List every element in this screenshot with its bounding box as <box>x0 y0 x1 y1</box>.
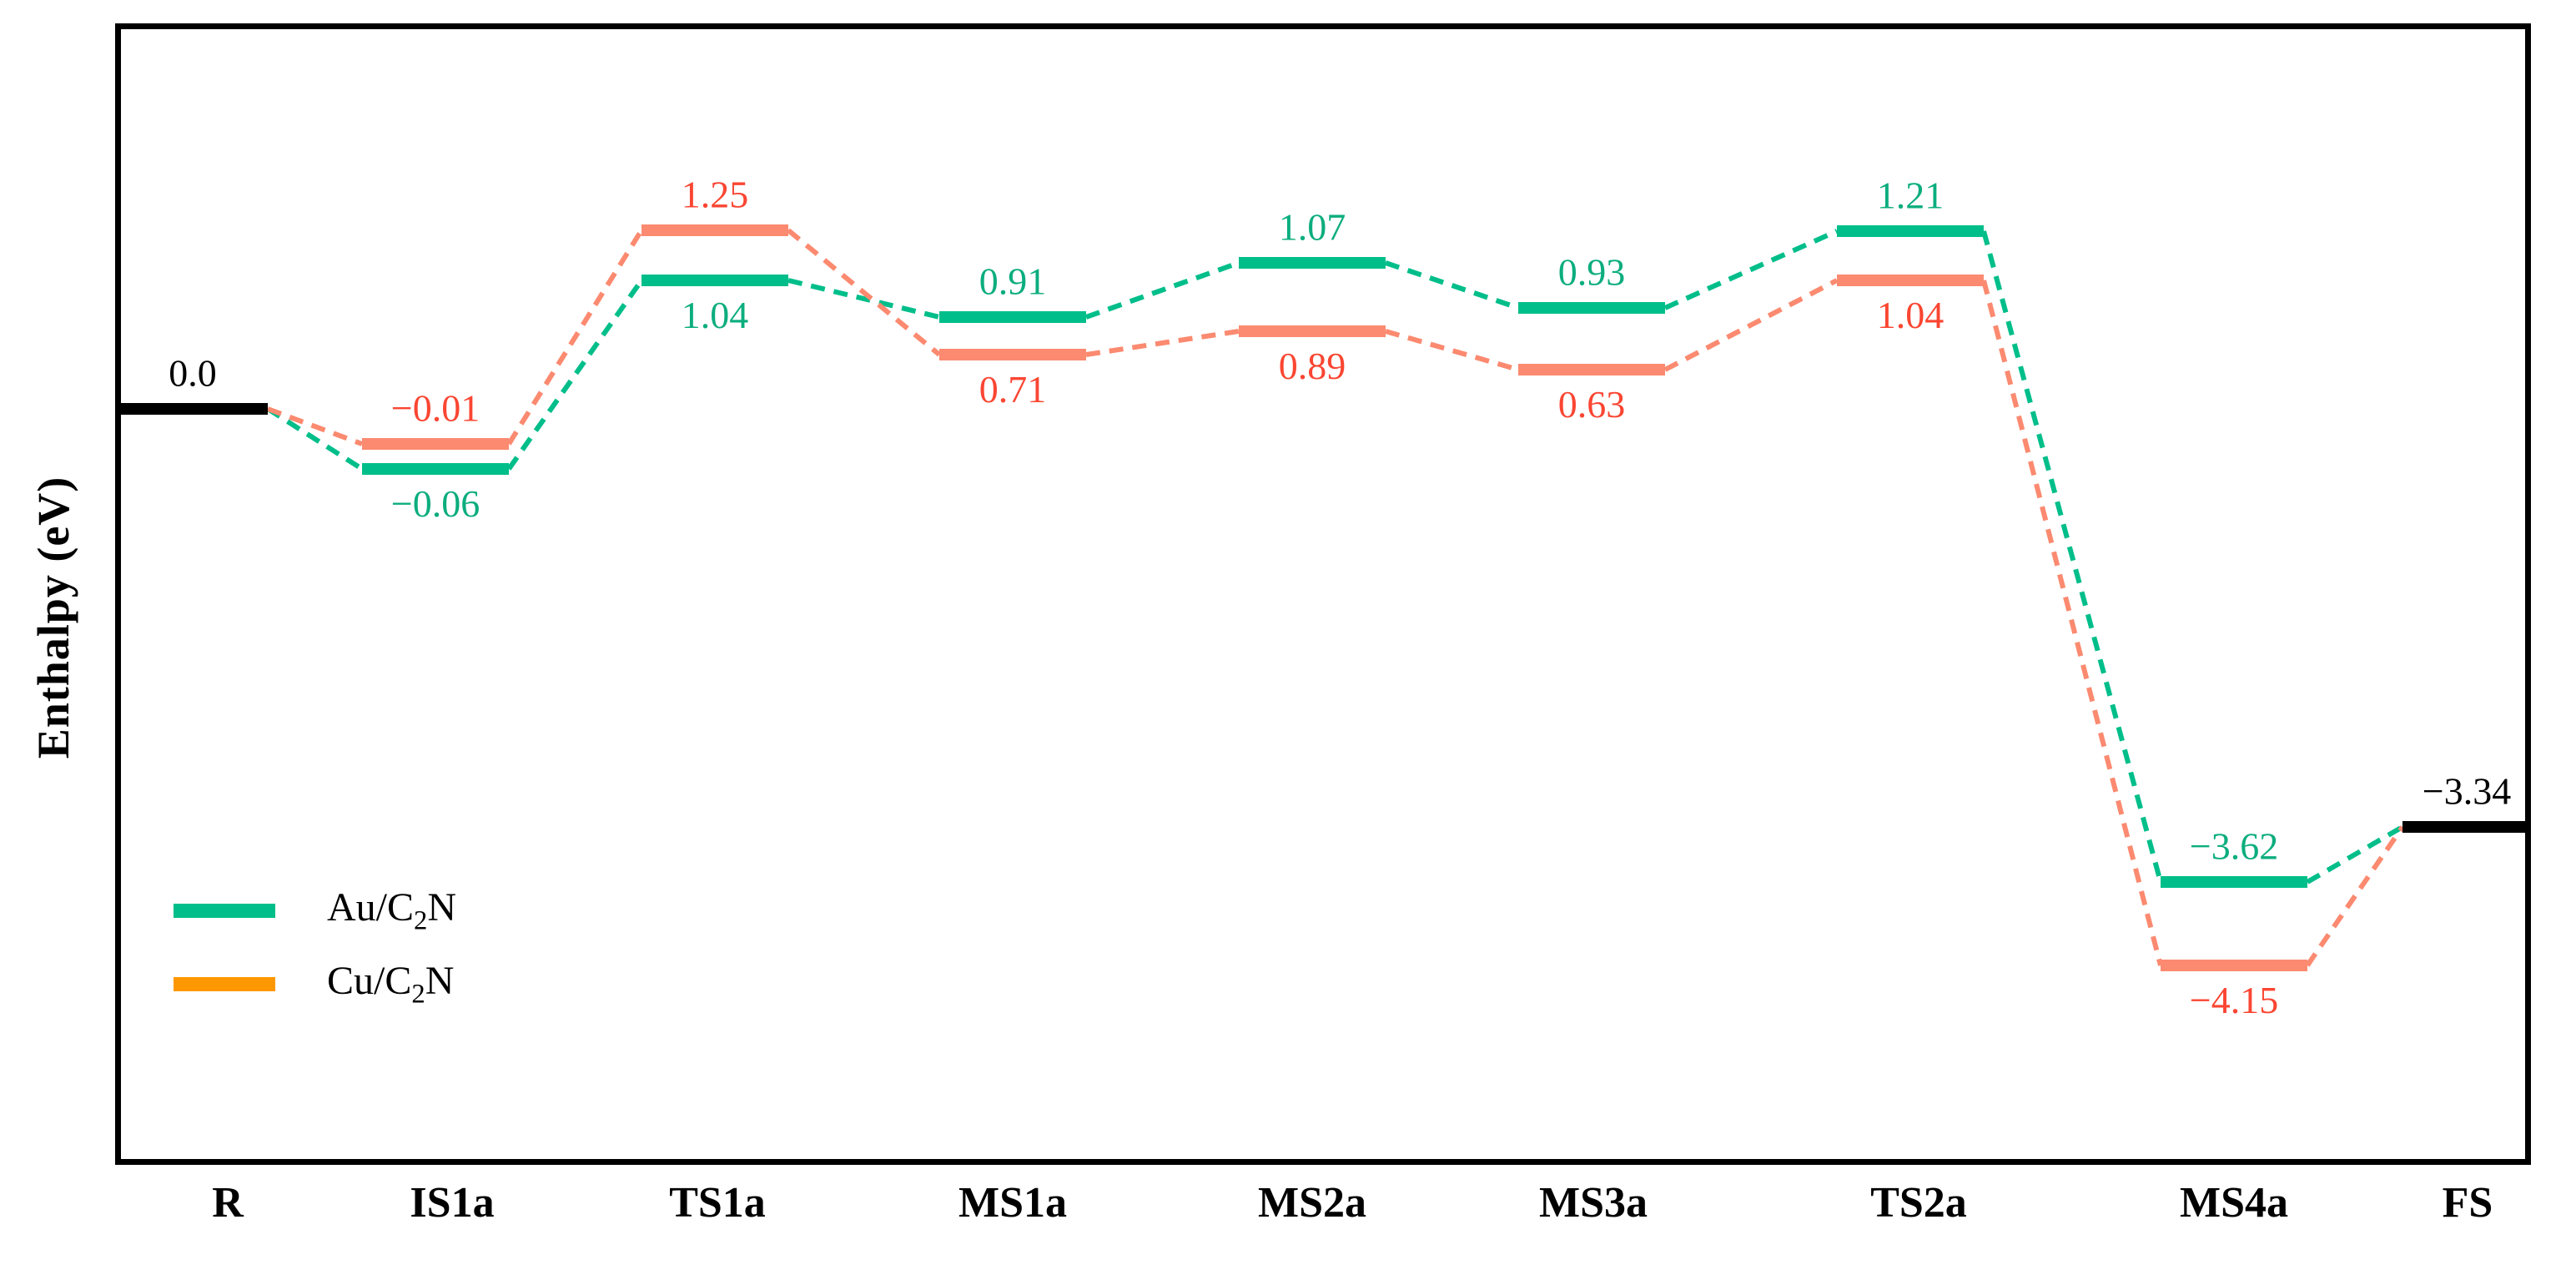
value-label-cu-TS2a: 1.04 <box>1876 294 1945 336</box>
connector-au-MS1a-MS2a <box>1084 260 1240 320</box>
value-label-R: 0.0 <box>169 351 217 395</box>
legend-label-au: Au/C2N <box>327 884 456 936</box>
value-label-au-TS1a: 1.04 <box>681 294 749 336</box>
x-tick-label-FS: FS <box>2442 1179 2493 1227</box>
x-tick-label-TS2a: TS2a <box>1870 1179 1967 1227</box>
connector-au-IS1a-TS1a <box>506 279 644 471</box>
connector-cu-IS1a-TS1a <box>506 229 644 446</box>
level-au-IS1a <box>362 463 509 475</box>
legend-swatch-au <box>174 903 275 918</box>
legend-label-cu: Cu/C2N <box>327 958 455 1010</box>
level-cu-MS3a <box>1518 364 1665 375</box>
level-cu-MS1a <box>939 349 1086 360</box>
connector-cu-TS1a-MS1a <box>787 228 941 357</box>
connector-au-MS2a-MS3a <box>1385 260 1519 310</box>
value-label-cu-MS1a: 0.71 <box>979 368 1047 411</box>
level-cu-TS2a <box>1837 275 1984 286</box>
x-tick-label-MS3a: MS3a <box>1539 1179 1648 1227</box>
connector-au-TS2a-MS4a <box>1981 230 2163 883</box>
value-label-au-MS4a: −3.62 <box>2189 824 2279 868</box>
x-tick-label-IS1a: IS1a <box>410 1179 495 1227</box>
value-label-cu-MS2a: 0.89 <box>1278 345 1346 387</box>
connector-cu-R-IS1a <box>266 406 364 446</box>
level-cu-TS1a <box>641 224 788 236</box>
level-cu-MS4a <box>2161 960 2307 971</box>
value-label-au-IS1a: −0.06 <box>390 482 480 525</box>
x-tick-label-TS1a: TS1a <box>669 1179 766 1227</box>
value-label-cu-TS1a: 1.25 <box>681 173 749 216</box>
value-label-au-MS1a: 0.91 <box>979 260 1047 303</box>
x-tick-label-MS1a: MS1a <box>958 1179 1067 1227</box>
level-au-TS1a <box>641 275 788 286</box>
level-au-TS2a <box>1837 225 1984 237</box>
value-label-cu-MS4a: −4.15 <box>2189 979 2279 1021</box>
level-cu-IS1a <box>362 438 509 450</box>
legend-swatch-cu <box>174 976 275 991</box>
level-au-MS3a <box>1518 302 1665 314</box>
connector-au-TS1a-MS1a <box>787 278 940 320</box>
value-label-au-TS2a: 1.21 <box>1876 174 1945 217</box>
legend-item-cu: Cu/C2N <box>174 956 456 1011</box>
plot-area-border <box>115 23 2531 1165</box>
x-tick-label-R: R <box>212 1179 244 1227</box>
value-label-cu-IS1a: −0.01 <box>390 386 480 430</box>
level-au-MS4a <box>2161 876 2307 888</box>
level-au-MS1a <box>939 311 1086 323</box>
value-label-au-MS2a: 1.07 <box>1278 205 1346 249</box>
x-tick-label-MS4a: MS4a <box>2180 1179 2288 1227</box>
connector-cu-MS3a-TS2a <box>1663 278 1839 372</box>
x-tick-label-MS2a: MS2a <box>1258 1179 1366 1227</box>
connector-au-MS4a-FS <box>2306 824 2404 884</box>
connector-cu-MS1a-MS2a <box>1085 329 1240 357</box>
legend: Au/C2N Cu/C2N <box>174 883 456 1030</box>
connector-au-MS3a-TS2a <box>1663 229 1839 310</box>
connector-au-R-IS1a <box>266 406 364 471</box>
value-label-cu-MS3a: 0.63 <box>1557 383 1626 426</box>
value-label-FS: −3.34 <box>2422 769 2512 813</box>
connector-cu-TS2a-MS4a <box>1981 280 2163 966</box>
level-au-MS2a <box>1239 257 1386 269</box>
level-cu-MS2a <box>1239 325 1386 337</box>
level-FS <box>2402 821 2531 833</box>
value-label-au-MS3a: 0.93 <box>1557 250 1626 294</box>
level-R <box>118 403 268 415</box>
legend-item-au: Au/C2N <box>174 883 456 938</box>
connector-cu-MS4a-FS <box>2305 825 2405 967</box>
connector-cu-MS2a-MS3a <box>1385 329 1519 372</box>
